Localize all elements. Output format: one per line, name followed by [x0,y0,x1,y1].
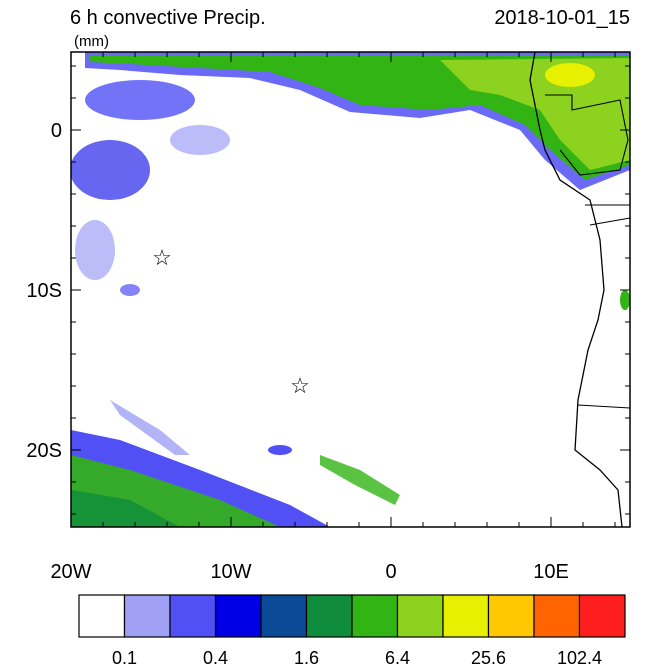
lon-label: 10E [533,561,569,583]
colorbar-box [487,594,535,638]
colorbar-label: 0.1 [112,648,137,667]
colorbar-box [78,594,126,638]
precip-field [71,52,630,527]
valid-time: 2018-10-01_15 [494,7,630,29]
title: 6 h convective Precip. [70,7,266,29]
colorbar-label: 1.6 [294,648,319,667]
colorbar-box [396,594,444,638]
lon-label: 0 [385,561,396,583]
lon-label: 10W [210,561,251,583]
ticks: 0 10S 20S 20W 10W 0 10E [26,52,630,583]
coastline [529,51,623,528]
colorbar-label: 6.4 [385,648,410,667]
borders [545,94,631,409]
colorbar-box [214,594,262,638]
colorbar-label: 102.4 [557,648,602,667]
lat-label: 20S [26,440,62,462]
colorbar-box [533,594,581,638]
station-star: ☆ [152,245,172,270]
colorbar-box [305,594,353,638]
lon-label: 20W [50,561,91,583]
units: (mm) [74,33,109,50]
colorbar-box [123,594,171,638]
lat-label: 0 [51,120,62,142]
colorbar-label: 0.4 [203,648,228,667]
station-star: ☆ [290,373,310,398]
colorbar-label: 25.6 [471,648,506,667]
colorbar: 0.1 0.4 1.6 6.4 25.6 102.4 [78,594,626,668]
colorbar-box [260,594,308,638]
colorbar-box [442,594,490,638]
colorbar-box [169,594,217,638]
colorbar-box [351,594,399,638]
colorbar-box [578,594,626,638]
lat-label: 10S [26,280,62,302]
